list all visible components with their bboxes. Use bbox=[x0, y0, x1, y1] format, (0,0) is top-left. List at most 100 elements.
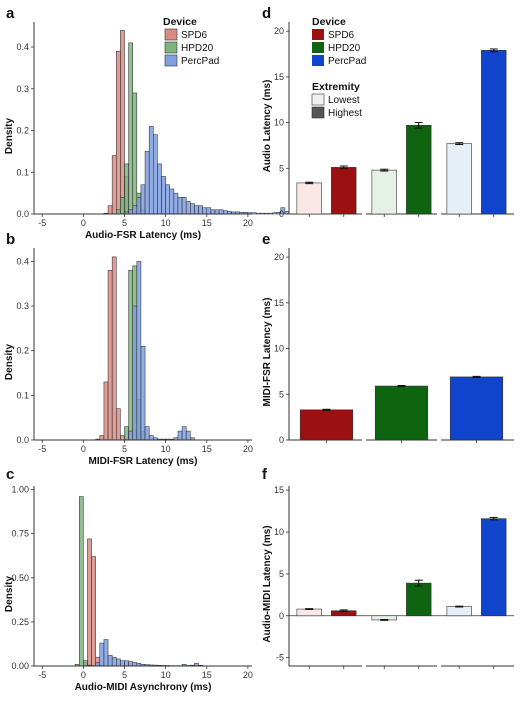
hist-bar-a-percpad bbox=[222, 210, 228, 215]
hist-bar-a-percpad bbox=[185, 201, 191, 215]
hist-bar-a-hpd20 bbox=[128, 42, 133, 215]
bar-chart-d: 0 5 10 15 20 Audio Latency (ms) bbox=[262, 22, 514, 219]
legend-label-percpad: PercPad bbox=[181, 56, 219, 67]
hist-bar-a-percpad bbox=[128, 209, 133, 215]
panel-letter-a: a bbox=[6, 5, 15, 22]
hist-bar-a-hpd20 bbox=[116, 209, 121, 215]
hist-bar-c-percpad bbox=[132, 662, 138, 667]
hist-bar-a-percpad bbox=[136, 197, 142, 215]
x-tick-label-b: 5 bbox=[122, 444, 127, 454]
y-tick-label-e: 10 bbox=[274, 344, 284, 354]
hist-bar-a-percpad bbox=[132, 205, 138, 215]
x-tick-label-a: 20 bbox=[243, 218, 253, 228]
hist-bar-c-percpad bbox=[120, 660, 125, 667]
bar-chart-f: -5 0 5 10 15 Audio-MIDI Latency (ms) bbox=[262, 485, 514, 669]
hist-bar-a-percpad bbox=[259, 212, 265, 215]
panel-letter-b: b bbox=[6, 231, 15, 248]
error-bar-e bbox=[472, 375, 481, 378]
y-tick-label-b: 0.4 bbox=[16, 256, 29, 266]
hist-bar-c-percpad bbox=[107, 655, 113, 667]
hist-bar-b-percpad bbox=[128, 430, 133, 441]
y-tick-label-c: 0.75 bbox=[11, 529, 29, 539]
y-tick-label-f: 0 bbox=[279, 611, 284, 621]
hist-bar-a-percpad bbox=[210, 209, 216, 215]
y-tick-label-f: 10 bbox=[274, 527, 284, 537]
error-bar-d bbox=[380, 168, 389, 172]
bar-f-percpad-lowest bbox=[446, 606, 472, 617]
histogram-chart-a: -5 0 5 10 15 20 0.0 0.1 0.2 0.3 0.4 Audio-FSR Laten… bbox=[4, 22, 290, 241]
histogram-chart-c: -5 0 5 10 15 20 0.00 0.25 0.50 0.75 1.00 Audio-MIDI… bbox=[4, 485, 253, 693]
error-bar-f bbox=[339, 609, 348, 613]
hist-bar-a-hpd20 bbox=[124, 163, 129, 215]
bar-d-hpd20-highest bbox=[406, 125, 432, 215]
bar-e-spd6-midi-fsr bbox=[299, 409, 354, 441]
y-tick-label-a: 0.3 bbox=[16, 84, 29, 94]
x-tick-label-a: 15 bbox=[202, 218, 212, 228]
y-tick-label-b: 0.1 bbox=[16, 390, 29, 400]
y-tick-label-b: 0.0 bbox=[16, 435, 29, 445]
hist-bar-a-spd6 bbox=[116, 50, 121, 215]
x-tick-label-b: 15 bbox=[202, 444, 212, 454]
bar-d-spd6-highest bbox=[331, 167, 357, 215]
bar-d-hpd20-lowest bbox=[371, 169, 397, 215]
hist-bar-a-percpad bbox=[161, 176, 166, 215]
hist-bar-c-percpad bbox=[99, 642, 105, 667]
hist-bar-b-percpad bbox=[132, 305, 138, 441]
y-tick-label-c: 1.00 bbox=[11, 485, 29, 495]
x-tick-label-a: 5 bbox=[122, 218, 127, 228]
hist-bar-a-percpad bbox=[157, 163, 162, 215]
x-tick-label-c: 5 bbox=[122, 670, 127, 680]
hist-bar-c-spd6 bbox=[87, 538, 92, 667]
panel-letter-c: c bbox=[6, 466, 14, 483]
hist-bar-a-percpad bbox=[198, 205, 203, 215]
bar-d-percpad-highest bbox=[481, 50, 507, 215]
x-tick-label-a: -5 bbox=[38, 218, 46, 228]
error-bar-f bbox=[455, 605, 464, 608]
x-tick-label-c: 10 bbox=[161, 670, 171, 680]
legend-label-highest: Highest bbox=[328, 108, 362, 119]
hist-bar-a-percpad bbox=[264, 212, 269, 215]
legend-device-title: Device bbox=[163, 16, 197, 28]
y-tick-label-d: 20 bbox=[274, 26, 284, 36]
y-axis-label-c: Density bbox=[4, 576, 15, 613]
y-tick-label-e: 0 bbox=[279, 435, 284, 445]
y-tick-label-a: 0.1 bbox=[16, 167, 29, 177]
y-tick-label-a: 0.0 bbox=[16, 209, 29, 219]
legend-swatch-hpd20-bar bbox=[312, 42, 324, 53]
hist-bar-c-percpad bbox=[111, 656, 117, 667]
y-tick-label-f: -5 bbox=[276, 653, 284, 663]
hist-bar-c-hpd20 bbox=[78, 496, 84, 667]
histogram-chart-b: -5 0 5 10 15 20 0.0 0.1 0.2 0.3 0.4 MIDI-FSR Latenc… bbox=[4, 248, 253, 467]
y-tick-label-a: 0.2 bbox=[16, 126, 29, 136]
y-axis-label-e: MIDI-FSR Latency (ms) bbox=[262, 298, 273, 407]
legend-swatch-lowest bbox=[311, 93, 325, 106]
error-bar-d bbox=[339, 165, 348, 170]
hist-bar-b-spd6 bbox=[103, 381, 109, 441]
error-bar-d bbox=[414, 122, 423, 129]
bar-e-hpd20-midi-fsr bbox=[374, 385, 429, 441]
y-axis-label-d: Audio Latency (ms) bbox=[262, 80, 273, 173]
y-tick-label-d: 15 bbox=[274, 72, 284, 82]
y-tick-label-d: 10 bbox=[274, 118, 284, 128]
hist-bar-a-percpad bbox=[218, 209, 224, 215]
legend-swatch-hpd20-hist bbox=[164, 41, 178, 54]
hist-bar-a-percpad bbox=[194, 205, 199, 215]
x-tick-label-b: 0 bbox=[81, 444, 86, 454]
legend-extremity-title: Extremity bbox=[312, 81, 360, 93]
hist-bar-c-percpad bbox=[124, 660, 129, 667]
bar-d-percpad-lowest bbox=[446, 143, 472, 215]
hist-bar-b-percpad bbox=[148, 435, 154, 441]
x-tick-label-b: -5 bbox=[38, 444, 46, 454]
hist-bar-a-percpad bbox=[268, 212, 273, 215]
y-tick-label-d: 5 bbox=[279, 163, 284, 173]
hist-bar-b-percpad bbox=[181, 426, 187, 441]
legend-extremity: Extremity Lowest Highest bbox=[311, 81, 362, 119]
x-axis-label-a: Audio-FSR Latency (ms) bbox=[85, 230, 201, 241]
legend-device-histogram: Device SPD6 HPD20 PercPad bbox=[163, 16, 219, 67]
hist-bar-a-percpad bbox=[177, 197, 183, 215]
hist-bar-b-percpad bbox=[140, 345, 146, 441]
hist-bar-a-percpad bbox=[214, 209, 220, 215]
hist-bar-a-spd6 bbox=[120, 30, 125, 215]
error-bar-d bbox=[489, 48, 498, 53]
